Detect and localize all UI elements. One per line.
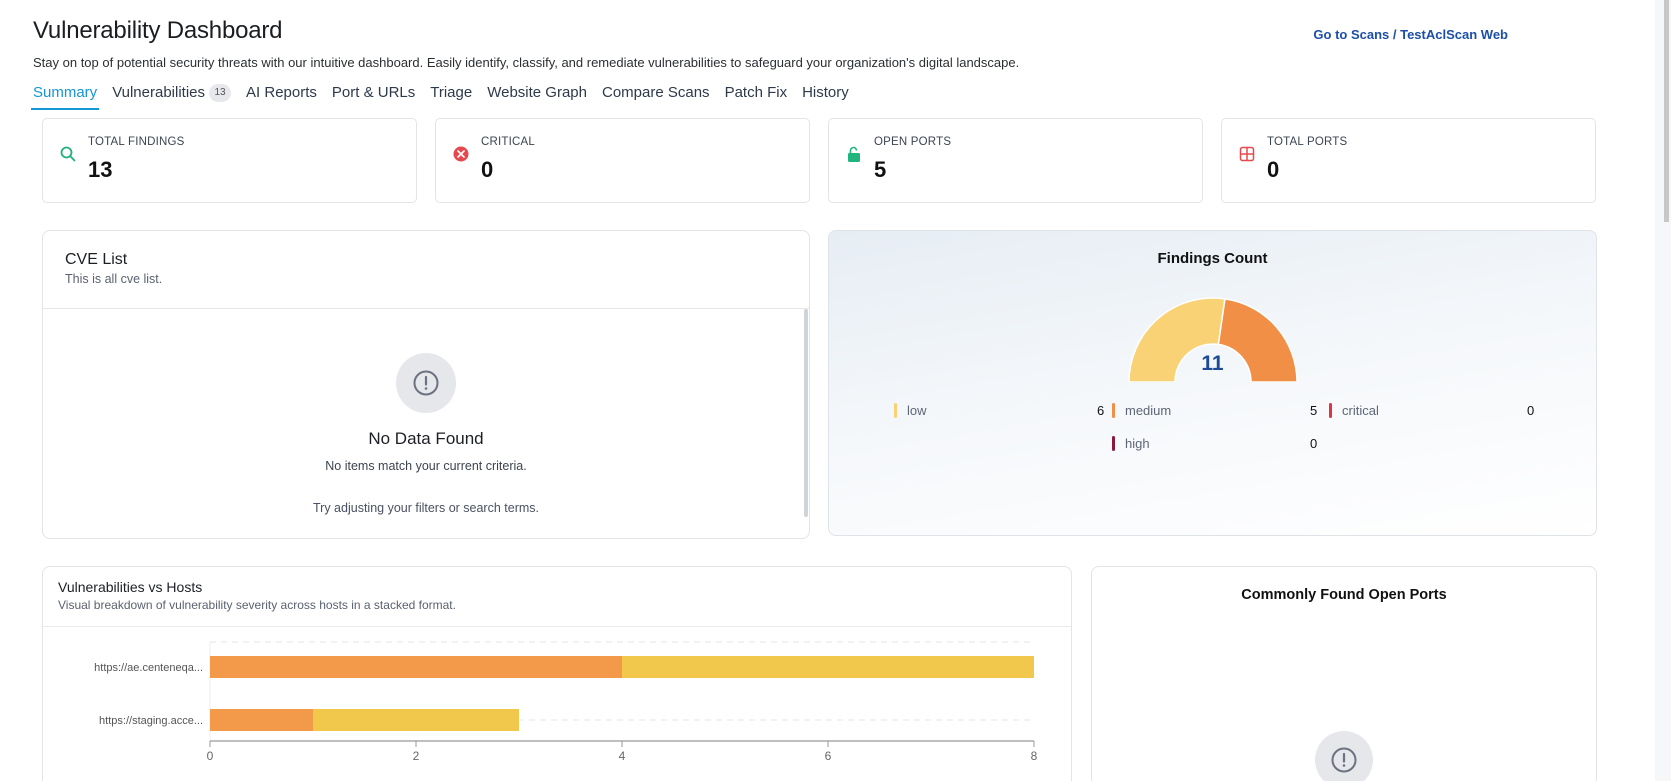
tab-label: History [802,84,849,101]
tab-vulnerabilities[interactable]: Vulnerabilities 13 [112,80,232,107]
alert-circle-icon [413,370,439,396]
stat-card-total-findings: TOTAL FINDINGS 13 [42,118,417,203]
cve-list-title: CVE List [65,251,128,268]
empty-state-title: No Data Found [368,429,484,448]
tab-label: Summary [33,84,98,101]
legend-swatch [894,402,897,418]
tab-patch-fix[interactable]: Patch Fix [725,80,788,107]
empty-state-hint: Try adjusting your filters or search ter… [313,501,539,515]
empty-state-icon-bg [1315,731,1373,781]
findings-half-donut-chart [1128,297,1298,382]
vulns-vs-hosts-subtitle: Visual breakdown of vulnerability severi… [58,598,456,612]
search-icon [60,146,76,162]
y-tick-label: https://staging.acce... [99,715,203,727]
legend-swatch [1329,402,1332,418]
legend-value: 6 [1097,402,1105,418]
page-scrollbar[interactable] [1655,0,1671,781]
y-tick-label: https://ae.centeneqa... [94,662,203,674]
stat-label: TOTAL FINDINGS [88,136,185,148]
bar-host2-low[interactable] [313,709,519,731]
stat-value: 13 [88,157,113,182]
unlock-icon [848,146,860,162]
cve-list-scrollbar[interactable] [804,309,808,517]
bar-host1-low[interactable] [622,656,1034,678]
stat-card-open-ports: OPEN PORTS 5 [828,118,1203,203]
stat-card-total-ports: TOTAL PORTS 0 [1221,118,1596,203]
empty-state-icon-bg [396,353,456,413]
legend-item-high[interactable]: high 0 [1112,434,1322,452]
go-to-scans-link[interactable]: Go to Scans / TestAclScan Web [1313,27,1508,42]
stat-value: 0 [481,157,494,182]
legend-label: medium [1125,402,1172,418]
legend-value: 0 [1310,435,1318,451]
svg-text:8: 8 [1031,749,1038,763]
legend-swatch [1112,435,1115,451]
legend-label: critical [1342,402,1379,418]
tab-ai-reports[interactable]: AI Reports [246,80,317,107]
bar-host1-medium[interactable] [210,656,622,678]
tab-label: Triage [430,84,473,101]
stat-card-critical: CRITICAL 0 [435,118,810,203]
findings-total: 11 [1201,352,1224,375]
stat-value: 5 [874,157,887,182]
legend-value: 5 [1310,402,1318,418]
tab-label: Patch Fix [724,84,788,101]
legend-item-medium[interactable]: medium 5 [1112,401,1322,419]
findings-count-title: Findings Count [1157,250,1268,267]
tab-label: Compare Scans [602,84,710,101]
tab-compare-scans[interactable]: Compare Scans [602,80,710,107]
tab-website-graph[interactable]: Website Graph [487,80,587,107]
page-scrollbar-thumb[interactable] [1664,0,1669,222]
tab-triage[interactable]: Triage [430,80,472,107]
tab-label: AI Reports [246,84,317,101]
vulns-vs-hosts-title: Vulnerabilities vs Hosts [58,579,203,595]
tab-history[interactable]: History [802,80,849,107]
tab-port-urls[interactable]: Port & URLs [332,80,415,107]
cve-list-body: No Data Found No items match your curren… [43,309,809,538]
page-title: Vulnerability Dashboard [33,17,283,44]
low-segment[interactable] [1128,297,1226,382]
page-description: Stay on top of potential security threat… [33,55,1020,70]
count-badge: 13 [209,83,232,102]
svg-text:0: 0 [207,749,214,763]
legend-swatch [1112,402,1115,418]
findings-count-card: Findings Count 11 low 6 medium 5 critica… [828,230,1597,536]
grid-icon [1239,146,1255,162]
cve-list-subtitle: This is all cve list. [65,272,163,286]
vulns-vs-hosts-card: Vulnerabilities vs Hosts Visual breakdow… [42,566,1072,781]
svg-text:2: 2 [413,749,420,763]
open-ports-title: Commonly Found Open Ports [1241,587,1447,603]
tab-summary[interactable]: Summary [30,80,100,110]
bar-host2-medium[interactable] [210,709,313,731]
legend-value: 0 [1527,402,1535,418]
svg-text:4: 4 [619,749,626,763]
open-ports-empty-state [1092,731,1596,781]
medium-segment[interactable] [1217,298,1298,382]
x-circle-icon [453,146,469,162]
stat-label: CRITICAL [481,136,535,148]
legend-item-low[interactable]: low 6 [894,401,1104,419]
tab-label: Vulnerabilities [112,84,206,101]
tab-bar: Summary Vulnerabilities 13 AI Reports Por… [30,80,864,110]
cve-list-card: CVE List This is all cve list. No Data F… [42,230,810,539]
empty-state: No Data Found No items match your curren… [43,353,809,515]
svg-text:6: 6 [825,749,832,763]
legend-label: high [1125,435,1150,451]
legend-label: low [907,402,927,418]
alert-circle-icon [1331,747,1357,773]
vulns-vs-hosts-header: Vulnerabilities vs Hosts Visual breakdow… [43,567,1071,627]
open-ports-card: Commonly Found Open Ports [1091,566,1597,781]
tab-label: Port & URLs [331,84,416,101]
legend-item-critical[interactable]: critical 0 [1329,401,1539,419]
stat-label: TOTAL PORTS [1267,136,1348,148]
tab-label: Website Graph [487,84,587,101]
cve-list-header: CVE List This is all cve list. [43,231,809,309]
stat-label: OPEN PORTS [874,136,952,148]
stat-value: 0 [1267,157,1280,182]
vulns-vs-hosts-bar-chart: https://ae.centeneqa... https://staging.… [94,641,1038,763]
empty-state-message: No items match your current criteria. [325,459,527,473]
